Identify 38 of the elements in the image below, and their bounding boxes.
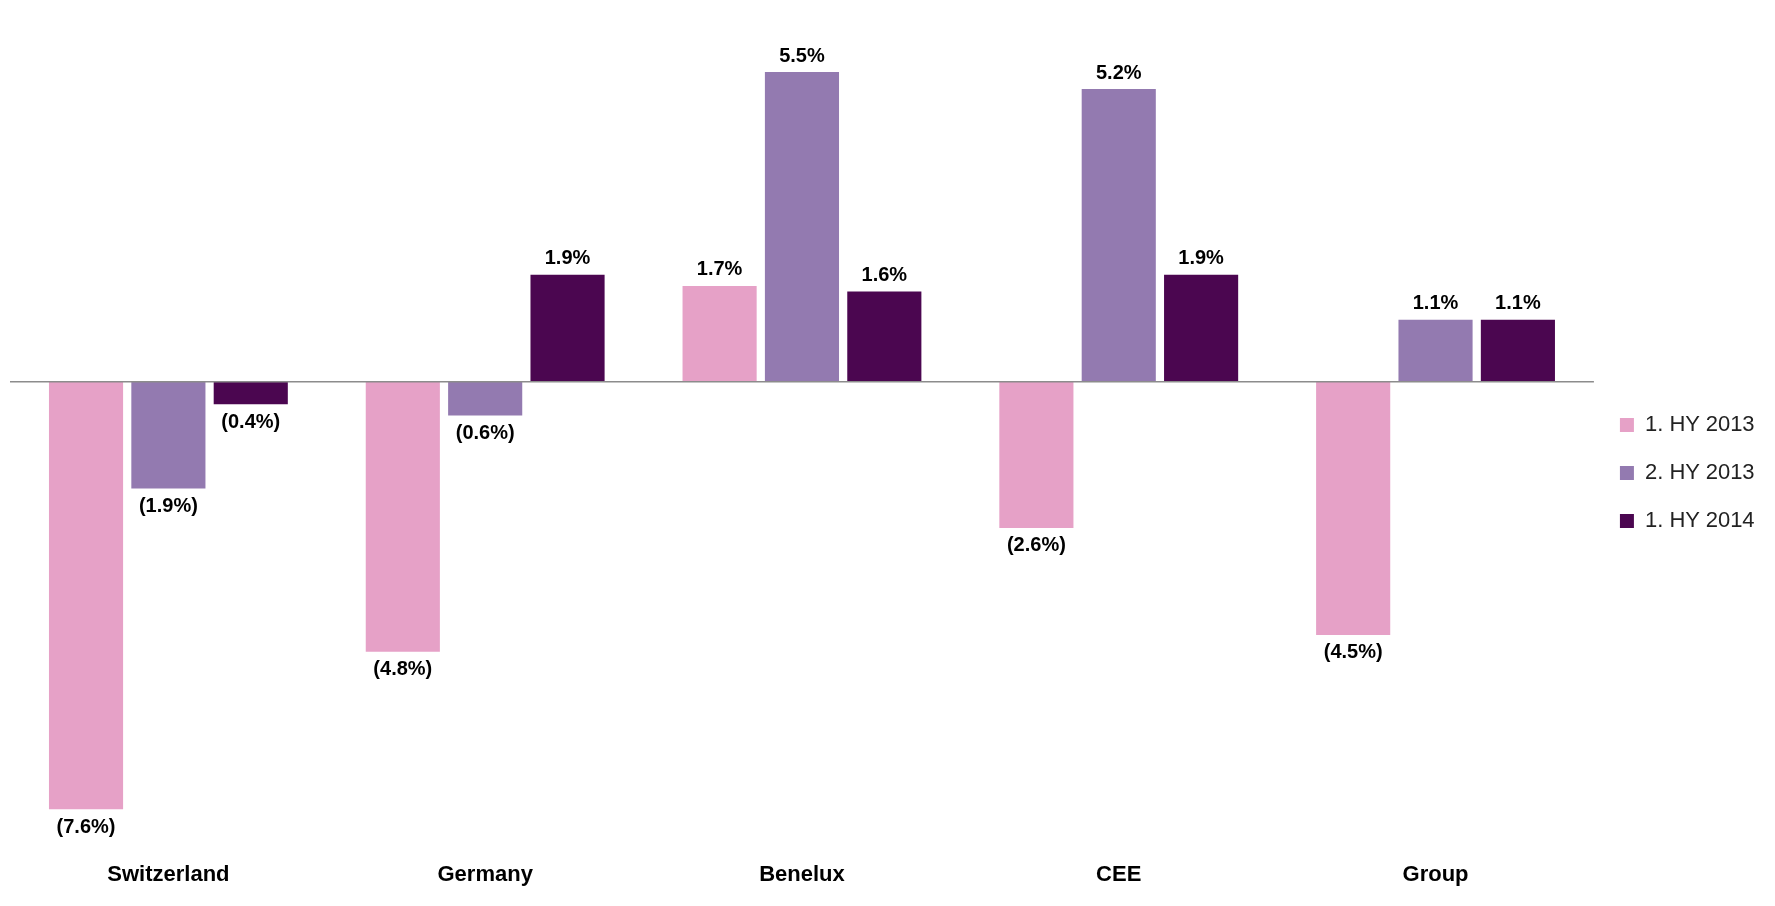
bar — [448, 381, 523, 416]
x-tick-label: CEE — [1096, 860, 1142, 886]
data-label: 1.1% — [1412, 291, 1459, 314]
data-label: (7.6%) — [56, 814, 116, 837]
bar — [764, 72, 840, 382]
legend-label: 2. HY 2013 — [1644, 459, 1755, 485]
legend-label: 1. HY 2013 — [1644, 411, 1755, 437]
bar — [1316, 381, 1391, 635]
data-label: 1.9% — [1178, 246, 1225, 269]
data-label: (4.8%) — [373, 657, 433, 680]
x-tick-label: Germany — [437, 860, 534, 886]
x-tick-label: Switzerland — [107, 860, 230, 886]
data-label: 1.6% — [861, 263, 908, 286]
bar — [1398, 319, 1473, 382]
bar — [1480, 319, 1555, 382]
bar — [131, 381, 206, 489]
bar — [847, 291, 922, 382]
data-label: (4.5%) — [1323, 640, 1383, 663]
legend-label: 1. HY 2014 — [1644, 507, 1755, 533]
bar — [365, 381, 440, 652]
x-tick-label: Benelux — [759, 860, 846, 886]
data-label: 1.1% — [1495, 291, 1541, 314]
data-label: (2.6%) — [1006, 533, 1066, 556]
bar — [1081, 89, 1156, 382]
bar — [1164, 274, 1239, 382]
bar — [682, 285, 757, 382]
x-tick-label: Group — [1402, 860, 1469, 886]
bar — [213, 381, 288, 405]
data-label: 1.7% — [696, 257, 743, 280]
data-label: 5.2% — [1095, 60, 1142, 83]
data-label: (1.9%) — [138, 494, 198, 517]
bar — [999, 381, 1074, 528]
bar — [48, 381, 124, 810]
data-label: (0.4%) — [221, 409, 281, 432]
data-label: 1.9% — [544, 246, 591, 269]
data-label: (0.6%) — [455, 420, 515, 443]
bar — [530, 274, 605, 382]
data-label: 5.5% — [779, 43, 825, 66]
